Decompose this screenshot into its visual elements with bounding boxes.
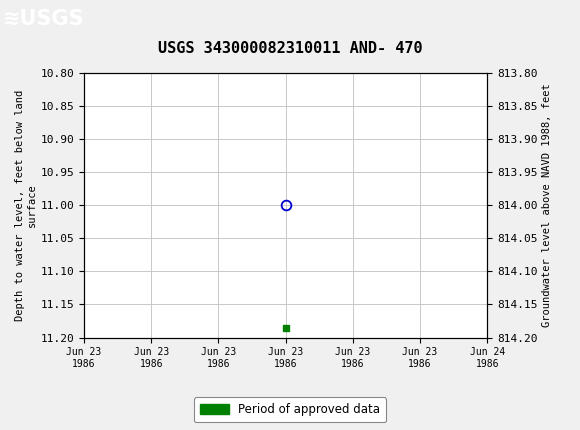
Text: ≋USGS: ≋USGS [3,9,85,29]
Legend: Period of approved data: Period of approved data [194,397,386,422]
Y-axis label: Depth to water level, feet below land
surface: Depth to water level, feet below land su… [15,90,37,321]
Y-axis label: Groundwater level above NAVD 1988, feet: Groundwater level above NAVD 1988, feet [542,83,552,327]
Text: USGS 343000082310011 AND- 470: USGS 343000082310011 AND- 470 [158,41,422,56]
